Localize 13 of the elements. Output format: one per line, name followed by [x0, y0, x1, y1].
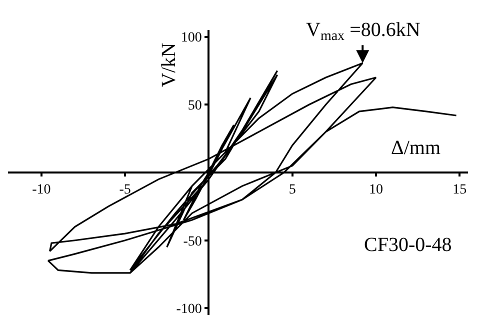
y-tick-label: -50: [183, 234, 202, 250]
y-tick-label: 100: [180, 30, 202, 46]
annotation: V$_{max}$ =80.6kN: [306, 19, 420, 44]
y-tick-label: 50: [188, 98, 202, 114]
x-tick-label: 10: [369, 182, 383, 198]
x-tick-label: 5: [288, 182, 296, 198]
x-axis-title: Δ/mm: [391, 137, 441, 159]
x-tick-label: 15: [452, 182, 467, 198]
x-tick-label: -10: [32, 182, 51, 198]
y-tick-label: -100: [176, 302, 202, 318]
x-tick-label: -5: [119, 182, 131, 198]
annotation: CF30-0-48: [364, 234, 452, 256]
y-axis-title: V/kN: [158, 42, 180, 88]
